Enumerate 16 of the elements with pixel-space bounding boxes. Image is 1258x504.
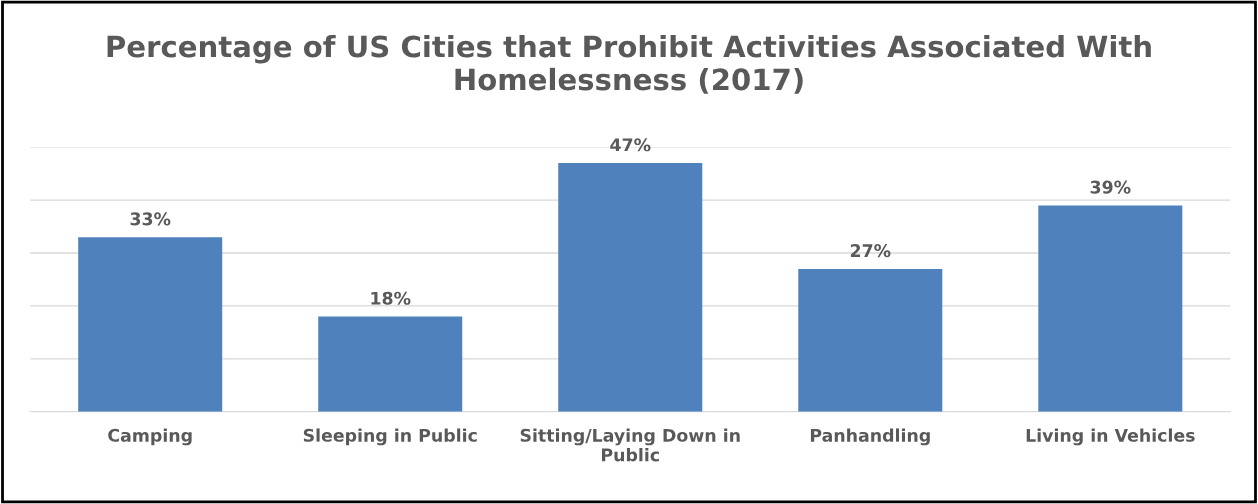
- data-label: 39%: [1090, 180, 1131, 194]
- chart-title: Percentage of US Cities that Prohibit Activities Associated With Homelessness (2017): [107, 34, 1151, 94]
- x-tick-label: Living in Vehicles: [1026, 428, 1195, 446]
- x-tick-label: Sleeping in Public: [303, 428, 477, 446]
- data-label: 27%: [850, 244, 891, 258]
- bar: [78, 237, 223, 412]
- x-tick-label: Panhandling: [810, 428, 930, 446]
- data-label: 18%: [371, 291, 411, 305]
- x-tick-label: Camping: [108, 428, 192, 446]
- data-label: 47%: [610, 138, 651, 152]
- bar: [798, 268, 943, 412]
- x-tick-label: Sitting/Laying Down in Public: [520, 428, 740, 462]
- bar: [1038, 205, 1183, 412]
- bar: [558, 163, 703, 412]
- bar: [318, 316, 463, 412]
- data-label: 33%: [130, 212, 171, 226]
